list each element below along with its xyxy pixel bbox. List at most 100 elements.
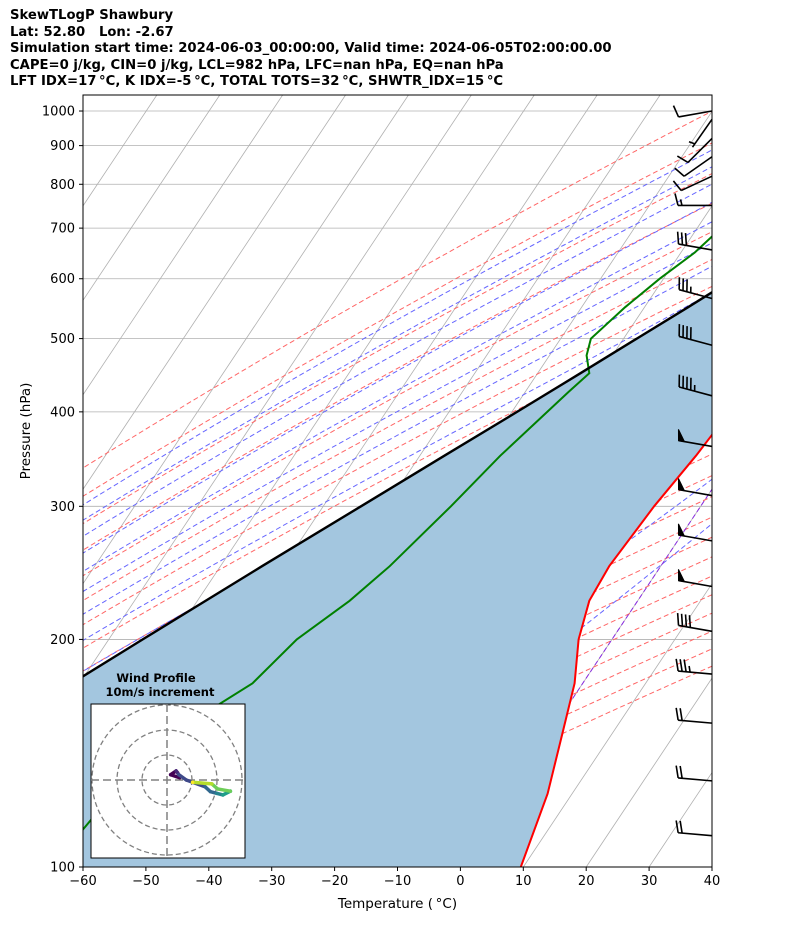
wind-barb xyxy=(674,156,713,177)
barb-staff xyxy=(691,118,713,148)
wind-barb xyxy=(677,478,713,497)
inset-subtitle: 10m/s increment xyxy=(106,685,215,699)
wind-barb xyxy=(676,613,713,633)
x-tick-label: 0 xyxy=(456,874,464,889)
barb-staff xyxy=(678,670,713,675)
barb-staff xyxy=(678,777,713,782)
barb-staff xyxy=(678,243,713,251)
wind-barb xyxy=(677,523,713,542)
y-axis-label: Pressure (hPa) xyxy=(18,383,34,480)
wind-barb xyxy=(675,658,713,675)
dry-adiabat xyxy=(83,110,712,469)
x-tick-label: −20 xyxy=(321,874,348,889)
moist-adiabat xyxy=(83,201,712,554)
barb-staff xyxy=(683,156,713,177)
x-tick-label: −30 xyxy=(258,874,285,889)
hodograph-segment xyxy=(190,780,214,786)
wind-barb xyxy=(677,429,713,448)
isotherm-line xyxy=(83,95,409,585)
y-tick-label: 400 xyxy=(50,405,75,420)
chart-title: SkewTLogP Shawbury xyxy=(10,8,174,23)
wind-barb xyxy=(672,175,713,192)
moist-adiabat xyxy=(83,149,712,506)
dry-adiabat xyxy=(83,311,712,649)
temperature-line xyxy=(519,433,712,867)
x-tick-label: −50 xyxy=(132,874,159,889)
x-axis-label: Temperature ( °C) xyxy=(337,896,457,912)
x-tick-label: −40 xyxy=(195,874,222,889)
wind-barb xyxy=(675,820,713,837)
barb-full xyxy=(672,105,680,118)
wind-barb xyxy=(688,118,713,148)
moist-adiabat xyxy=(83,265,712,615)
barb-staff xyxy=(678,624,713,633)
indices-line-1: CAPE=0 j/kg, CIN=0 j/kg, LCL=982 hPa, LF… xyxy=(10,57,504,73)
barb-half xyxy=(688,140,696,145)
barb-full xyxy=(679,820,683,834)
location-line: Lat: 52.80 Lon: -2.67 xyxy=(10,24,174,40)
barb-full xyxy=(675,707,679,721)
barb-full xyxy=(675,820,679,833)
barb-staff xyxy=(678,831,713,837)
wind-barb xyxy=(678,324,713,346)
barb-flag xyxy=(677,523,686,537)
barb-flag xyxy=(677,478,686,492)
isotherm-line xyxy=(83,95,221,302)
wind-barb xyxy=(676,231,713,251)
x-tick-label: 30 xyxy=(641,874,658,889)
time-line: Simulation start time: 2024-06-03_00:00:… xyxy=(10,41,612,57)
barb-flag xyxy=(677,429,686,443)
barb-full xyxy=(674,193,679,206)
barb-full xyxy=(679,659,683,672)
barb-full xyxy=(676,231,680,245)
barb-full xyxy=(684,614,688,627)
barb-full xyxy=(683,659,687,672)
barb-staff xyxy=(678,719,713,724)
barb-full xyxy=(679,708,683,721)
parcel-profile-line xyxy=(83,290,712,678)
x-tick-label: −10 xyxy=(384,874,411,889)
barb-staff xyxy=(678,288,713,300)
x-tick-label: 20 xyxy=(578,874,595,889)
dry-adiabat xyxy=(83,516,712,835)
wind-barb xyxy=(675,707,713,724)
dry-adiabat xyxy=(83,231,712,577)
x-tick-label: −60 xyxy=(69,874,96,889)
wind-barb xyxy=(674,193,712,207)
barb-staff xyxy=(687,137,713,164)
barb-full xyxy=(674,167,685,177)
x-tick-label: 10 xyxy=(515,874,532,889)
wind-barb xyxy=(678,277,713,300)
barb-staff xyxy=(680,175,713,192)
x-tick-label: 40 xyxy=(704,874,721,889)
barb-full xyxy=(672,180,682,192)
dry-adiabat xyxy=(83,285,712,626)
hodograph-segment xyxy=(215,787,233,793)
wind-barb xyxy=(678,374,713,397)
isotherm-line xyxy=(585,677,712,867)
chart-title-block: SkewTLogP Shawbury Lat: 52.80 Lon: -2.67… xyxy=(10,8,612,91)
barb-full xyxy=(675,658,679,672)
barb-full xyxy=(676,613,680,626)
wind-barb xyxy=(675,765,713,782)
moist-adiabat xyxy=(83,221,712,572)
wind-barb xyxy=(676,137,713,164)
y-tick-label: 600 xyxy=(50,272,75,287)
barb-full xyxy=(676,155,689,164)
y-tick-label: 1000 xyxy=(42,105,75,120)
dry-adiabat xyxy=(83,173,712,525)
y-tick-label: 500 xyxy=(50,332,75,347)
barb-full xyxy=(679,765,683,779)
barb-full xyxy=(675,765,679,779)
y-tick-label: 700 xyxy=(50,222,75,237)
barb-staff xyxy=(678,386,713,397)
barb-full xyxy=(680,613,684,627)
isotherm-line xyxy=(83,95,346,490)
hodograph-frame xyxy=(90,703,246,859)
y-tick-label: 800 xyxy=(50,178,75,193)
y-tick-label: 300 xyxy=(50,500,75,515)
y-tick-label: 900 xyxy=(50,139,75,154)
barb-full xyxy=(688,615,692,628)
barb-full xyxy=(680,232,684,245)
